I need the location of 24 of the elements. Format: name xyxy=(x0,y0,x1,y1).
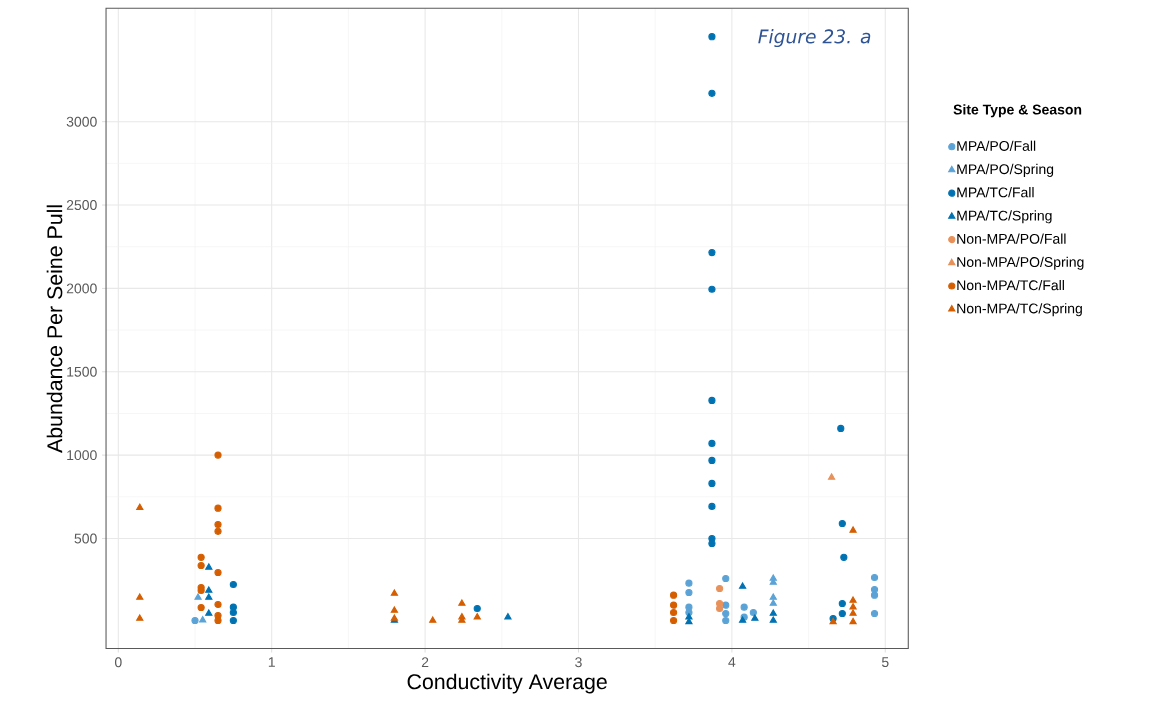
legend-label: MPA/TC/Fall xyxy=(957,187,1034,198)
legend-label: MPA/TC/Spring xyxy=(957,210,1052,224)
x-axis-title: Conductivity Average xyxy=(407,673,607,694)
y-tick-label: 1000 xyxy=(67,450,97,461)
x-tick-label: 1 xyxy=(268,657,275,668)
x-tick-label: 5 xyxy=(881,657,889,668)
annotation: Figure 23. a xyxy=(758,29,871,48)
legend-title: Site Type & Season xyxy=(953,104,1082,118)
legend-label: MPA/PO/Spring xyxy=(957,164,1054,178)
legend-label: Non-MPA/TC/Fall xyxy=(957,280,1064,291)
y-tick-label: 2500 xyxy=(66,200,97,211)
y-tick-label: 1500 xyxy=(67,367,97,377)
y-tick-label: 2000 xyxy=(66,283,97,294)
legend-label: Non-MPA/PO/Fall xyxy=(957,233,1066,245)
legend-label: Non-MPA/TC/Spring xyxy=(957,303,1082,317)
legend-label: Non-MPA/PO/Spring xyxy=(957,256,1084,271)
y-tick-label: 3000 xyxy=(66,116,97,127)
x-tick-label: 2 xyxy=(421,657,429,668)
legend-label: MPA/PO/Fall xyxy=(957,140,1036,152)
x-tick-label: 3 xyxy=(575,657,582,668)
x-tick-label: 4 xyxy=(728,657,736,668)
x-tick-label: 0 xyxy=(114,657,122,668)
y-tick-label: 500 xyxy=(74,533,97,544)
y-axis-title: Abundance Per Seine Pull xyxy=(46,205,63,454)
